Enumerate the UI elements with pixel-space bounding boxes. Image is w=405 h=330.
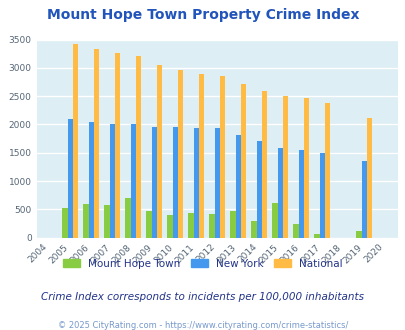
Bar [72,44,78,238]
Text: © 2025 CityRating.com - https://www.cityrating.com/crime-statistics/: © 2025 CityRating.com - https://www.city… [58,321,347,330]
Bar [219,76,224,238]
Bar [177,70,183,238]
Bar [214,128,219,238]
Bar [83,204,88,238]
Text: Mount Hope Town Property Crime Index: Mount Hope Town Property Crime Index [47,8,358,22]
Bar [104,205,109,238]
Bar [156,65,162,238]
Bar [235,135,240,238]
Bar [356,231,361,238]
Bar [256,141,261,238]
Legend: Mount Hope Town, New York, National: Mount Hope Town, New York, National [59,254,346,273]
Bar [272,203,277,238]
Bar [366,118,371,238]
Bar [303,98,308,238]
Bar [277,148,282,238]
Bar [172,127,177,238]
Bar [151,127,156,238]
Bar [198,74,204,238]
Bar [313,234,319,238]
Bar [167,215,172,238]
Bar [230,211,235,238]
Bar [298,150,303,238]
Bar [130,124,135,238]
Bar [146,211,151,238]
Bar [324,103,329,238]
Bar [361,161,366,238]
Bar [282,96,288,238]
Bar [67,119,72,238]
Bar [251,221,256,238]
Bar [109,124,115,238]
Bar [135,56,141,238]
Bar [319,153,324,238]
Text: Crime Index corresponds to incidents per 100,000 inhabitants: Crime Index corresponds to incidents per… [41,292,364,302]
Bar [240,84,245,238]
Bar [62,208,67,238]
Bar [188,213,193,238]
Bar [193,128,198,238]
Bar [209,214,214,238]
Bar [125,198,130,238]
Bar [293,224,298,238]
Bar [261,90,266,238]
Bar [115,52,120,238]
Bar [88,122,94,238]
Bar [94,49,99,238]
